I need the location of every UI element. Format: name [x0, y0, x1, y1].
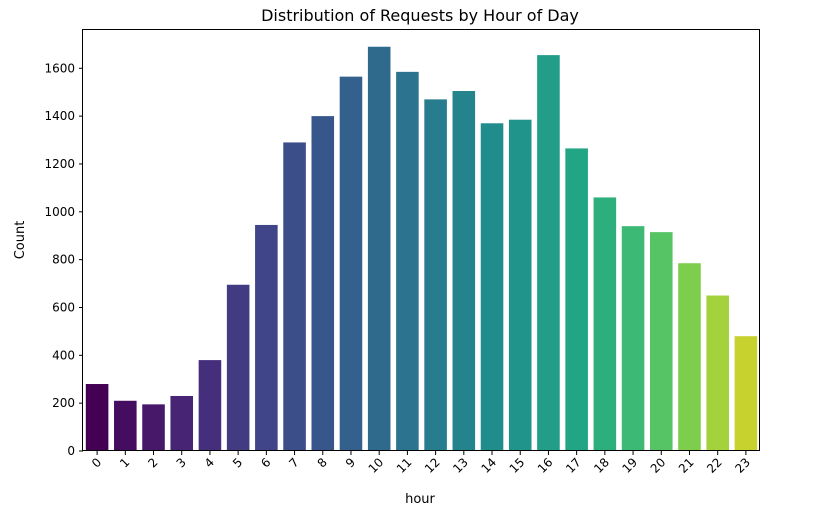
x-tick-label: 0	[89, 455, 104, 470]
bar-hour-15	[508, 119, 532, 451]
x-tick-label: 15	[507, 455, 528, 476]
chart-title: Distribution of Requests by Hour of Day	[261, 6, 579, 25]
x-tick-label: 17	[563, 455, 584, 476]
bar-hour-19	[621, 226, 645, 451]
x-tick-label: 22	[704, 455, 725, 476]
bar-hour-8	[311, 116, 335, 452]
x-tick-label: 2	[145, 455, 160, 470]
y-tick-label: 0	[67, 444, 75, 458]
y-tick-label: 1200	[44, 157, 75, 171]
bar-hour-22	[706, 295, 729, 451]
y-tick-label: 1000	[44, 205, 75, 219]
y-tick-label: 600	[52, 300, 75, 314]
bar-hour-18	[593, 197, 617, 451]
y-tick-label: 400	[52, 348, 75, 362]
bar-hour-5	[226, 284, 250, 451]
bar-hour-7	[283, 142, 306, 451]
y-tick-label: 200	[52, 396, 75, 410]
y-axis-label: Count	[13, 221, 28, 260]
x-tick-label: 9	[343, 455, 358, 470]
bars-layer	[85, 46, 758, 452]
bar-hour-16	[537, 55, 560, 452]
x-tick-label: 6	[258, 455, 273, 470]
x-tick-label: 18	[591, 455, 612, 476]
bar-hour-10	[367, 46, 391, 452]
y-tick-label: 800	[52, 253, 75, 267]
bar-hour-9	[339, 76, 363, 451]
y-tick-label: 1600	[44, 61, 75, 75]
bar-hour-6	[255, 224, 278, 451]
x-tick-label: 13	[450, 455, 471, 476]
x-tick-label: 12	[422, 455, 443, 476]
x-tick-label: 7	[286, 455, 301, 470]
bar-hour-14	[480, 123, 504, 451]
bar-hour-3	[170, 395, 194, 451]
bar-hour-4	[198, 360, 222, 451]
x-tick-label: 4	[202, 455, 217, 470]
plot-frame	[82, 29, 760, 451]
bar-hour-12	[424, 99, 447, 452]
x-tick-label: 1	[117, 455, 132, 470]
x-tick-label: 10	[366, 455, 387, 476]
x-tick-label: 5	[230, 455, 245, 470]
bar-hour-0	[85, 384, 109, 451]
x-tick-label: 20	[648, 455, 669, 476]
bar-hour-17	[565, 148, 588, 451]
x-tick-label: 14	[478, 455, 499, 476]
bar-hour-13	[452, 91, 476, 451]
x-tick-label: 3	[174, 455, 189, 470]
x-tick-label: 19	[619, 455, 640, 476]
bar-hour-1	[114, 400, 137, 451]
bar-hour-11	[396, 71, 419, 452]
x-tick-label: 23	[732, 455, 753, 476]
bar-hour-23	[734, 336, 758, 451]
x-tick-label: 11	[394, 455, 415, 476]
x-tick-label: 8	[315, 455, 330, 470]
x-axis-label: hour	[405, 492, 435, 507]
y-tick-label: 1400	[44, 109, 75, 123]
bar-hour-2	[142, 404, 165, 451]
x-tick-label: 21	[676, 455, 697, 476]
bar-hour-21	[678, 263, 701, 451]
x-tick-label: 16	[535, 455, 556, 476]
bar-hour-20	[649, 232, 673, 451]
